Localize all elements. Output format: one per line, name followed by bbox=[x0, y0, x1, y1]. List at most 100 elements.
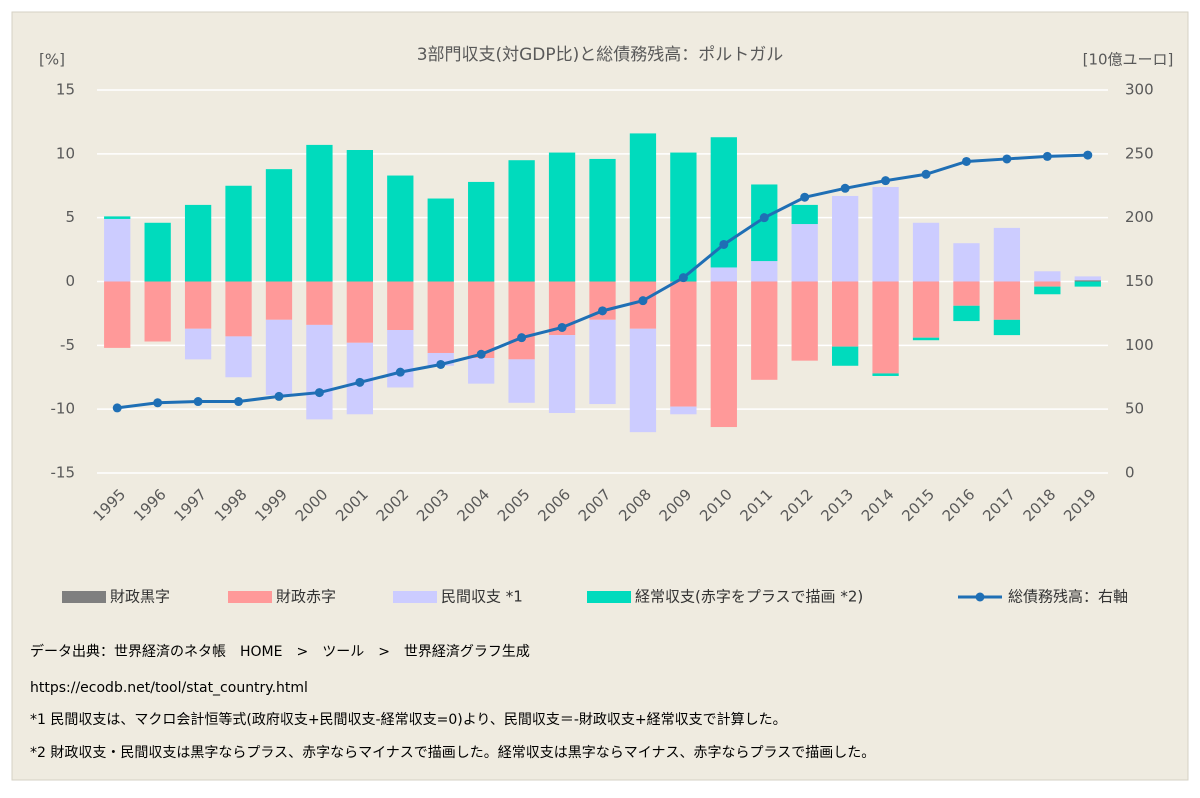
line-point bbox=[759, 213, 769, 223]
bar-segment bbox=[791, 224, 818, 282]
bar-segment bbox=[1034, 271, 1061, 282]
bar-segment bbox=[427, 198, 454, 282]
y-tick-label: 0 bbox=[65, 272, 75, 290]
line-point bbox=[678, 273, 688, 283]
bar-segment bbox=[306, 281, 333, 325]
bar-segment bbox=[225, 336, 252, 378]
bar-segment bbox=[751, 261, 778, 282]
bar-segment bbox=[265, 319, 293, 396]
y2-tick-label: 150 bbox=[1125, 272, 1154, 290]
bar-segment bbox=[144, 281, 171, 342]
y-axis-label: [%] bbox=[39, 51, 65, 69]
bar-segment bbox=[872, 373, 899, 376]
line-point bbox=[961, 156, 971, 166]
line-point bbox=[193, 397, 203, 407]
bar-segment bbox=[387, 175, 414, 282]
line-point bbox=[1042, 151, 1052, 161]
y-tick-label: -15 bbox=[51, 464, 76, 482]
legend-label: 経常収支(赤字をプラスで描画 *2) bbox=[635, 588, 863, 606]
bar-segment bbox=[589, 319, 616, 405]
bar-segment bbox=[225, 281, 252, 337]
line-point bbox=[557, 322, 567, 332]
bar-segment bbox=[710, 267, 737, 282]
bar-segment bbox=[265, 281, 293, 320]
bar-segment bbox=[387, 330, 414, 388]
y-tick-label: -5 bbox=[60, 336, 75, 354]
bar-segment bbox=[993, 227, 1021, 282]
bar-segment bbox=[184, 328, 212, 360]
line-point bbox=[153, 398, 163, 408]
line-point bbox=[719, 239, 729, 249]
line-point bbox=[1083, 150, 1093, 160]
bar-segment bbox=[993, 319, 1021, 336]
y-tick-label: 15 bbox=[56, 81, 75, 99]
bar-segment bbox=[912, 222, 940, 282]
bar-segment bbox=[1034, 281, 1061, 287]
note: *2 財政収支・民間収支は黒字ならプラス、赤字ならマイナスで描画した。経常収支は… bbox=[30, 745, 875, 761]
bar-segment bbox=[872, 281, 899, 374]
y-tick-label: 10 bbox=[56, 144, 75, 162]
legend-label: 民間収支 *1 bbox=[441, 588, 523, 606]
bar-segment bbox=[629, 133, 657, 282]
bar-segment bbox=[1034, 286, 1061, 295]
bar-segment bbox=[184, 281, 212, 329]
bar-segment bbox=[468, 181, 495, 282]
bar-segment bbox=[144, 222, 171, 282]
legend-swatch bbox=[228, 591, 272, 603]
note: https://ecodb.net/tool/stat_country.html bbox=[30, 680, 308, 696]
line-point bbox=[355, 377, 365, 387]
bar-segment bbox=[508, 359, 535, 403]
line-point bbox=[476, 349, 486, 359]
bar-segment bbox=[548, 152, 576, 282]
bar-segment bbox=[831, 281, 859, 347]
line-point bbox=[436, 359, 446, 369]
bar-segment bbox=[1074, 276, 1101, 281]
bar-segment bbox=[629, 328, 657, 433]
line-point bbox=[274, 391, 284, 401]
y2-tick-label: 300 bbox=[1125, 81, 1154, 99]
chart-title: 3部門収支(対GDP比)と総債務残高：ポルトガル bbox=[417, 45, 784, 65]
bar-segment bbox=[831, 346, 859, 366]
line-point bbox=[1002, 154, 1012, 164]
bar-segment bbox=[670, 406, 697, 415]
line-point bbox=[921, 169, 931, 179]
bar-segment bbox=[104, 216, 131, 219]
bar-segment bbox=[104, 218, 131, 282]
note: *1 民間収支は、マクロ会計恒等式(政府収支+民間収支-経常収支=0)より、民間… bbox=[30, 711, 787, 728]
y2-tick-label: 0 bbox=[1125, 464, 1135, 482]
bar-segment bbox=[548, 335, 576, 413]
bar-segment bbox=[953, 243, 980, 282]
y2-tick-label: 50 bbox=[1125, 400, 1144, 418]
legend-swatch bbox=[587, 591, 631, 603]
legend-marker bbox=[975, 592, 985, 602]
legend-label: 財政赤字 bbox=[276, 588, 336, 606]
line-point bbox=[800, 192, 810, 202]
y2-tick-label: 200 bbox=[1125, 208, 1154, 226]
bar-segment bbox=[306, 324, 333, 420]
bar-segment bbox=[872, 187, 899, 282]
bar-segment bbox=[589, 158, 616, 282]
bar-segment bbox=[468, 281, 495, 359]
bar-segment bbox=[791, 281, 818, 361]
bar-segment bbox=[791, 204, 818, 225]
bar-segment bbox=[912, 337, 940, 341]
line-point bbox=[840, 183, 850, 193]
line-point bbox=[234, 397, 244, 407]
bar-segment bbox=[346, 281, 374, 343]
note: データ出典：世界経済のネタ帳 HOME > ツール > 世界経済グラフ生成 bbox=[30, 643, 530, 660]
bar-segment bbox=[993, 281, 1021, 320]
bar-segment bbox=[710, 281, 737, 428]
bar-segment bbox=[912, 281, 940, 338]
y2-axis-label: [10億ユーロ] bbox=[1083, 51, 1174, 69]
bar-segment bbox=[468, 358, 495, 384]
bar-segment bbox=[953, 305, 980, 322]
legend-swatch bbox=[393, 591, 437, 603]
legend-swatch bbox=[62, 591, 106, 603]
legend-label: 総債務残高：右軸 bbox=[1008, 588, 1128, 606]
line-point bbox=[638, 296, 648, 306]
y-tick-label: -10 bbox=[51, 400, 76, 418]
bar-segment bbox=[751, 281, 778, 380]
bar-segment bbox=[265, 169, 293, 282]
bar-segment bbox=[184, 204, 212, 282]
